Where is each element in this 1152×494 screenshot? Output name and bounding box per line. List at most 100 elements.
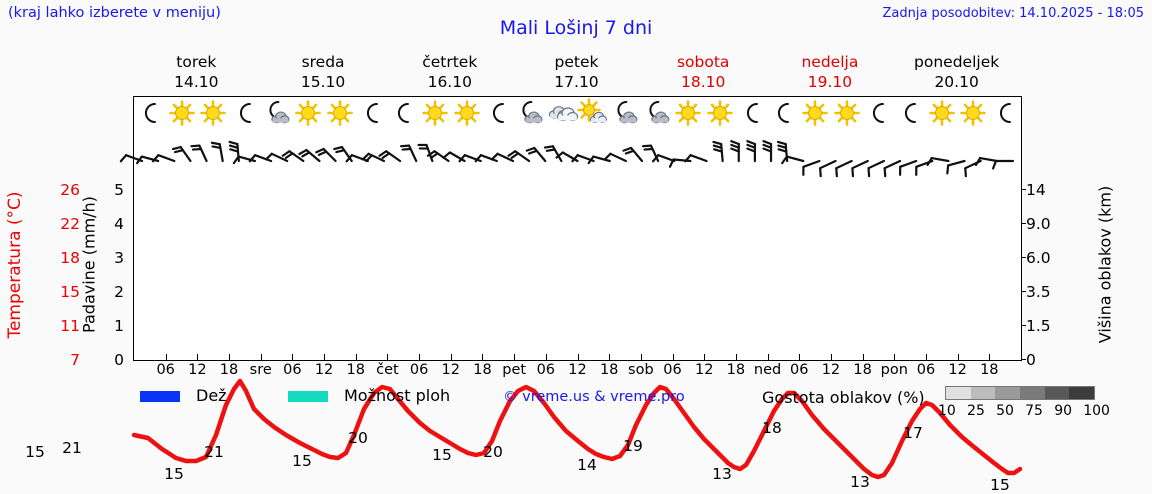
temperature-axis-title-text: Temperatura (°C) <box>5 170 25 360</box>
weather-icon-moon <box>894 99 927 129</box>
wind-barb <box>713 142 722 161</box>
weather-icon-sun <box>324 99 357 129</box>
x-tickmark <box>641 354 642 360</box>
x-tick-25: 12 <box>941 362 975 378</box>
temperature-value-label: 18 <box>760 419 784 437</box>
day-name: petek <box>513 52 640 72</box>
x-tickmark <box>546 354 547 360</box>
day-date: 17.10 <box>513 72 640 92</box>
temperature-tick-15: 15 <box>40 283 80 301</box>
cloud-density-legend-label: Gostota oblakov (%) <box>762 388 925 407</box>
x-tick-24: 06 <box>909 362 943 378</box>
day-name: ponedeljek <box>893 52 1020 72</box>
showers-legend-swatch <box>288 391 328 402</box>
x-tickmark <box>419 354 420 360</box>
wind-barb <box>527 148 545 161</box>
precipitation-tick-3: 3 <box>96 249 124 267</box>
precipitation-tick-5: 5 <box>96 181 124 199</box>
x-tick-13: 12 <box>561 362 595 378</box>
copyright-link[interactable]: © vreme.us & vreme.pro <box>503 389 685 405</box>
day-date: 14.10 <box>133 72 260 92</box>
day-date: 19.10 <box>767 72 894 92</box>
cloud-density-swatch-10 <box>946 387 971 399</box>
wind-barb <box>947 161 964 173</box>
x-tickmark <box>482 354 483 360</box>
wind-barb <box>173 147 191 161</box>
precipitation-tick-4: 4 <box>96 215 124 233</box>
weather-icon-moon <box>767 99 800 129</box>
temperature-value-label: 20 <box>346 429 370 447</box>
x-tick-8: 06 <box>402 362 436 378</box>
wind-barb <box>545 146 561 161</box>
weather-icon-sun <box>799 99 832 129</box>
wind-barb <box>624 148 642 161</box>
temperature-value-label: 17 <box>901 424 925 442</box>
weather-icon-moon-cloud <box>514 99 547 129</box>
x-tick-26: 18 <box>972 362 1006 378</box>
x-tickmark <box>799 354 800 360</box>
wind-barb <box>212 143 223 161</box>
weather-icon-moon-cloud <box>609 99 642 129</box>
cloud-density-tick-100: 100 <box>1083 403 1110 419</box>
weather-icon-moon <box>229 99 262 129</box>
x-tickmark <box>894 354 895 360</box>
day-name: sreda <box>260 52 387 72</box>
cloud-density-swatch-50 <box>995 387 1020 399</box>
wind-barb <box>731 141 738 161</box>
day-name: torek <box>133 52 260 72</box>
weather-icon-sun <box>704 99 737 129</box>
x-tickmark <box>673 354 674 360</box>
x-tickmark <box>768 354 769 360</box>
temperature-value-label: 15 <box>430 446 454 464</box>
temperature-value-label: 21 <box>202 443 226 461</box>
cloud-axis-tickmark <box>1021 291 1026 292</box>
cloud-height-tick-6.0: 6.0 <box>1026 249 1068 267</box>
wind-barb <box>764 141 771 161</box>
weather-icon-sun <box>419 99 452 129</box>
x-tickmark <box>958 354 959 360</box>
weather-icon-sun <box>672 99 705 129</box>
weather-icon-sun <box>831 99 864 129</box>
cloud-density-swatch-100 <box>1069 387 1094 399</box>
weather-icon-sun <box>292 99 325 129</box>
x-tick-18: 18 <box>719 362 753 378</box>
day-name: sobota <box>640 52 767 72</box>
weather-icon-moon <box>134 99 167 129</box>
x-tickmark <box>926 354 927 360</box>
x-tick-6: 18 <box>339 362 373 378</box>
last-updated: Zadnja posodobitev: 14.10.2025 - 18:05 <box>882 6 1144 21</box>
cloud-density-swatch-25 <box>971 387 996 399</box>
x-tick-20: 06 <box>782 362 816 378</box>
temperature-value-label: 15 <box>162 465 186 483</box>
wind-barb <box>191 146 206 161</box>
x-tick-15: sob <box>624 362 658 378</box>
x-tickmark <box>387 354 388 360</box>
temperature-tick-11: 11 <box>40 317 80 335</box>
wind-barb <box>928 158 949 165</box>
temperature-value-label: 20 <box>481 443 505 461</box>
temperature-tick-22: 22 <box>40 215 80 233</box>
x-tick-9: 12 <box>434 362 468 378</box>
x-tick-21: 12 <box>814 362 848 378</box>
temperature-value-label: 15 <box>988 476 1012 494</box>
temperature-value-label: 14 <box>575 456 599 474</box>
wind-barb <box>316 149 335 161</box>
wind-barb <box>653 155 674 161</box>
day-date: 15.10 <box>260 72 387 92</box>
weather-icon-sun <box>957 99 990 129</box>
showers-legend-label: Možnost ploh <box>344 386 450 405</box>
weather-icon-sun <box>451 99 484 129</box>
x-tickmark <box>831 354 832 360</box>
temperature-axis-title: Temperatura (°C) <box>2 170 28 360</box>
x-tickmark <box>261 354 262 360</box>
weather-icon-sun <box>926 99 959 129</box>
temperature-value-label: 19 <box>621 437 645 455</box>
x-tickmark <box>989 354 990 360</box>
cloud-density-tick-50: 50 <box>996 403 1014 419</box>
x-tickmark <box>451 354 452 360</box>
cloud-axis-tickmark <box>1021 189 1026 190</box>
